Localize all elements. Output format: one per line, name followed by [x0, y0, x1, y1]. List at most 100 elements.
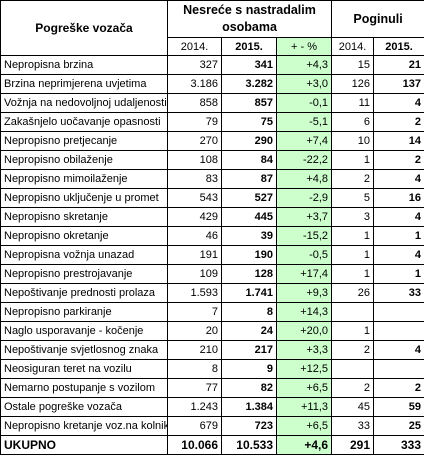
- cell: 3: [331, 207, 375, 227]
- cell: 16: [373, 188, 424, 208]
- cell: 723: [221, 416, 277, 436]
- cell: 291: [331, 435, 375, 455]
- cell: 14: [373, 131, 424, 151]
- cell: 8: [167, 359, 222, 379]
- row: Nepropisno pretjecanje 270 290 +7,4 10 14: [0, 131, 424, 151]
- cell: 333: [373, 435, 424, 455]
- cell: 10.533: [221, 435, 277, 455]
- header-cell: Poginuli: [331, 0, 424, 38]
- header-row: Pogreške vozača Nesreće s nastradalim os…: [0, 0, 424, 56]
- cell: Neosiguran teret na vozilu: [0, 359, 168, 379]
- cell: +6,5: [275, 378, 333, 398]
- cell: -15,2: [275, 226, 333, 246]
- cell: Brzina neprimjerena uvjetima: [0, 74, 168, 94]
- cell: 3.282: [221, 74, 277, 94]
- cell: Nemarno postupanje s vozilom: [0, 378, 168, 398]
- cell: 1: [331, 264, 375, 284]
- row: Ostale pogreške vozača 1.243 1.384 +11,3 45 5…: [0, 397, 424, 417]
- row: Neosiguran teret na vozilu 8 9 +12,5: [0, 359, 424, 379]
- cell: 128: [221, 264, 277, 284]
- cell: 341: [221, 55, 277, 75]
- cell: 3.186: [167, 74, 222, 94]
- cell: Nepropisna vožnja unazad: [0, 245, 168, 265]
- cell: 290: [221, 131, 277, 151]
- cell: +17,4: [275, 264, 333, 284]
- cell: 1.243: [167, 397, 222, 417]
- cell: +6,5: [275, 416, 333, 436]
- subheader-row: 2014. 2015. + - % 2014. 2015.: [1, 37, 424, 56]
- subheader-cell: 2015.: [373, 37, 424, 56]
- row: Nepropisno uključenje u promet 543 527 -2,9…: [0, 188, 424, 208]
- cell: Nepropisno uključenje u promet: [0, 188, 168, 208]
- cell: Nepropisno parkiranje: [0, 302, 168, 322]
- cell: 2: [331, 169, 375, 189]
- cell: 1: [331, 245, 375, 265]
- cell: 108: [167, 150, 222, 170]
- cell: 79: [167, 112, 222, 132]
- cell: 445: [221, 207, 277, 227]
- cell: 87: [221, 169, 277, 189]
- cell: 4: [373, 93, 424, 113]
- cell: 83: [167, 169, 222, 189]
- row: Vožnja na nedovoljnoj udaljenosti 858 857-…: [0, 93, 424, 113]
- cell: 8: [221, 302, 277, 322]
- cell: 77: [167, 378, 222, 398]
- cell: 1: [331, 226, 375, 246]
- cell: Nepropisno mimoilaženje: [0, 169, 168, 189]
- cell: 137: [373, 74, 424, 94]
- cell: 4: [373, 207, 424, 227]
- cell: Ostale pogreške vozača: [0, 397, 168, 417]
- cell: -2,9: [275, 188, 333, 208]
- cell: +4,8: [275, 169, 333, 189]
- subheader-cell: 2014.: [167, 37, 222, 56]
- cell: 45: [331, 397, 375, 417]
- cell: +3,3: [275, 340, 333, 360]
- row: Nepropisna brzina 327 341 +4,3 15 21: [0, 55, 424, 75]
- cell: 270: [167, 131, 222, 151]
- cell: 11: [331, 93, 375, 113]
- cell: 191: [167, 245, 222, 265]
- cell: 4: [373, 340, 424, 360]
- row: Nepropisno obilaženje 108 84 -22,2 1 2: [0, 150, 424, 170]
- cell: Nepropisno skretanje: [0, 207, 168, 227]
- row: Nepropisno parkiranje 7 8 +14,3: [0, 302, 424, 322]
- cell: 210: [167, 340, 222, 360]
- cell: 4: [373, 169, 424, 189]
- cell: Nepropisno obilaženje: [0, 150, 168, 170]
- row: Nepoštivanje prednosti prolaza 1.593 1.741…: [0, 283, 424, 303]
- cell: 39: [221, 226, 277, 246]
- cell: Nepropisno prestrojavanje: [0, 264, 168, 284]
- cell: +7,4: [275, 131, 333, 151]
- cell: 26: [331, 283, 375, 303]
- cell: 4: [373, 245, 424, 265]
- cell: 217: [221, 340, 277, 360]
- row: Brzina neprimjerena uvjetima 3.186 3.282 +3…: [0, 74, 424, 94]
- cell: Nepropisna brzina: [0, 55, 168, 75]
- cell: -0,1: [275, 93, 333, 113]
- cell: 5: [331, 188, 375, 208]
- cell: 2: [373, 378, 424, 398]
- cell: Vožnja na nedovoljnoj udaljenosti: [0, 93, 168, 113]
- cell: 75: [221, 112, 277, 132]
- cell: [373, 302, 424, 322]
- cell: Nepropisno okretanje: [0, 226, 168, 246]
- cell: +3,7: [275, 207, 333, 227]
- cell: 2: [373, 112, 424, 132]
- row: Nepropisno prestrojavanje 109 128 +17,4 1 1: [0, 264, 424, 284]
- cell: 327: [167, 55, 222, 75]
- total-row: UKUPNO 10.066 10.533 +4,6 291 333: [0, 435, 424, 455]
- cell: 1: [331, 321, 375, 341]
- header-cell: Nesreće s nastradalim osobama: [166, 0, 333, 38]
- cell: 1: [373, 264, 424, 284]
- cell: 858: [167, 93, 222, 113]
- cell: 126: [331, 74, 375, 94]
- cell: [331, 302, 375, 322]
- row: Nepoštivanje svjetlosnog znaka 210 217 +3,3…: [0, 340, 424, 360]
- cell: 59: [373, 397, 424, 417]
- cell: [373, 321, 424, 341]
- header-cell: Pogreške vozača: [0, 0, 168, 56]
- cell: 1.593: [167, 283, 222, 303]
- cell: 857: [221, 93, 277, 113]
- cell: 10.066: [167, 435, 222, 455]
- row: Nepropisno skretanje 429 445 +3,7 3 4: [0, 207, 424, 227]
